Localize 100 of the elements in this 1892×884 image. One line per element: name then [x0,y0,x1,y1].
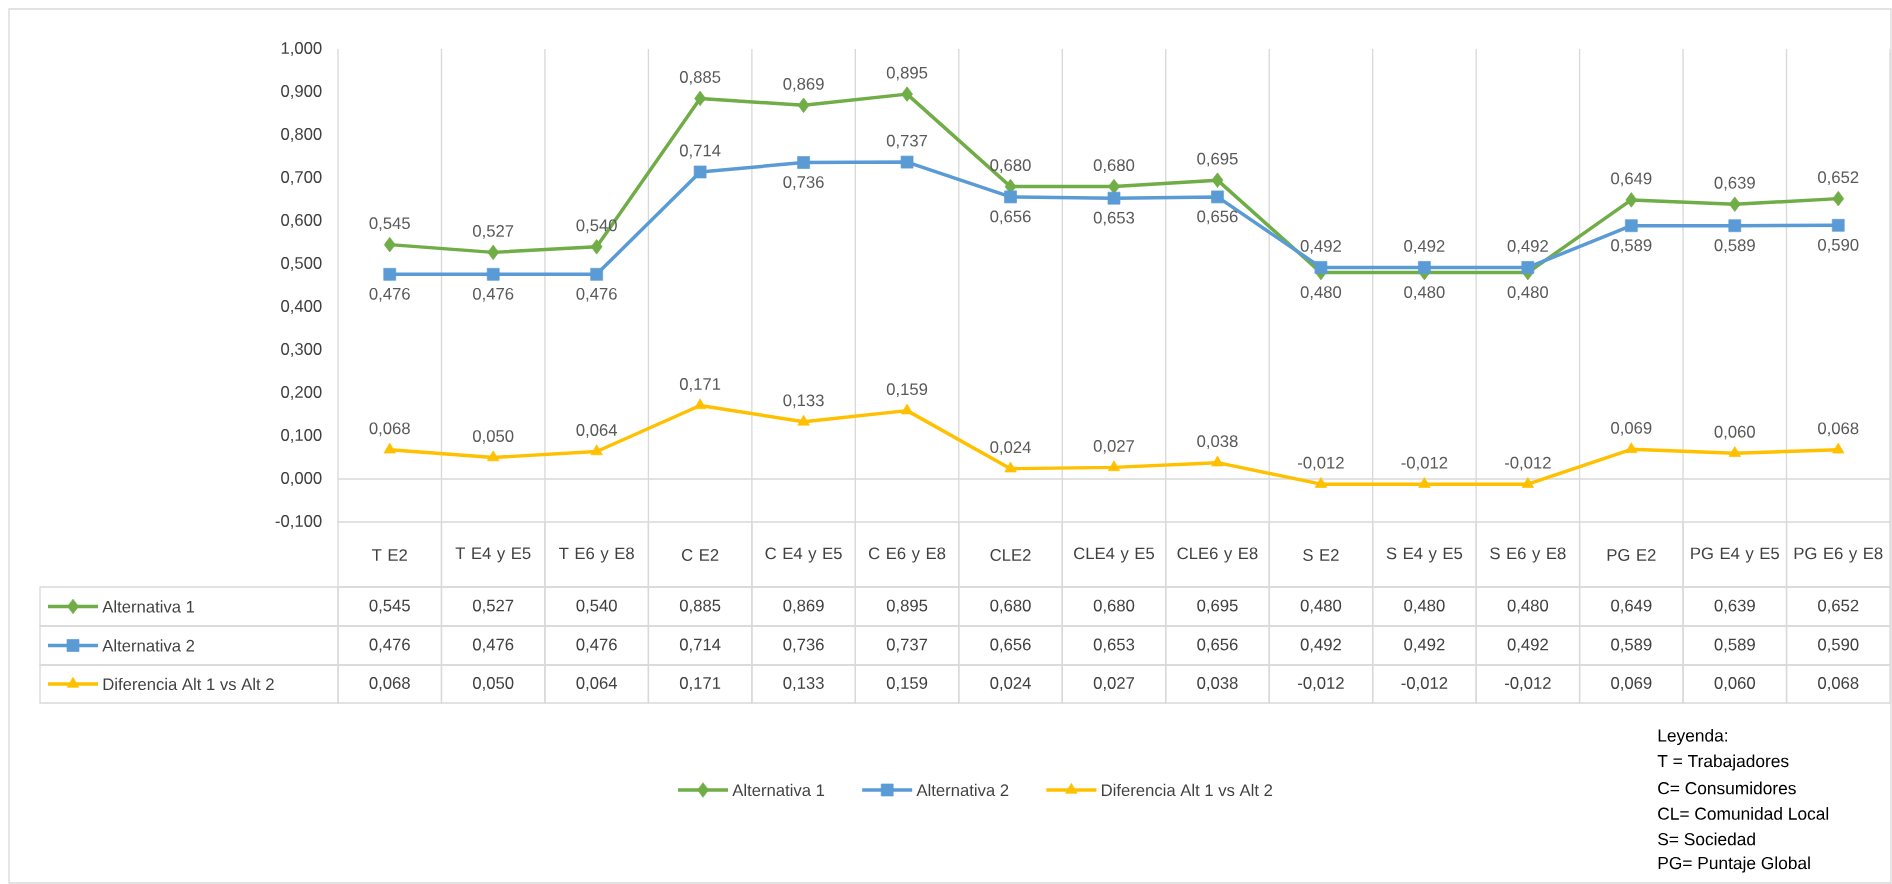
point [590,267,604,281]
point [1107,460,1121,472]
text: 0,652 [1818,171,1859,186]
point [1832,442,1845,454]
text: 0,069 [1611,421,1652,436]
text: 0,656 [990,210,1031,225]
point [1625,442,1638,453]
y-tick-label: -0,100 [275,515,322,529]
x-tick-label: CLE2 [990,549,1031,561]
data-label: 0,492 [1300,638,1341,653]
text: 0,480 [1507,286,1549,300]
data-label: 0,159 [886,677,928,691]
point [694,90,706,107]
text: 0,589 [1714,239,1755,254]
x-tick-label: T E2 [372,549,407,561]
point [1831,218,1845,232]
data-label: 0,895 [886,599,928,614]
point [1832,190,1845,207]
data-label: 0,680 [1093,599,1135,614]
point [797,156,810,169]
text: 0,737 [886,134,928,149]
x-tick-label: CLE6 y E8 [1177,547,1258,563]
text: 0,476 [473,287,514,302]
text: 0,545 [369,217,410,232]
point [693,165,707,179]
point [487,244,500,261]
text: 0,895 [886,66,928,81]
text: 0,050 [473,430,514,444]
x-tick-label: C E4 y E5 [765,547,842,563]
data-label: 0,069 [1611,677,1652,691]
text: -0,012 [1504,456,1551,471]
text: 0,068 [369,422,410,437]
legend-label: Alternativa 1 [102,600,195,613]
point [1108,178,1120,195]
text: 0,133 [783,394,824,409]
data-label: -0,012 [1504,677,1551,691]
y-tick-label: 0,200 [281,386,322,400]
point [1004,190,1017,204]
data-label: 0,492 [1404,638,1445,653]
data-label: 0,639 [1714,599,1755,614]
x-tick-label: PG E2 [1607,549,1656,561]
x-tick-label: S E2 [1303,549,1339,561]
point [1521,261,1535,274]
point [590,444,603,456]
text: 0,068 [1818,422,1859,437]
x-tick-label: T E4 y E5 [455,547,531,563]
point [1624,219,1638,233]
text: 0,064 [576,424,618,438]
legend-label: Diferencia Alt 1 vs Alt 2 [103,677,274,691]
text: 0,736 [783,176,824,190]
point [1107,191,1121,205]
text: CL= Comunidad Local [1658,807,1829,820]
data-label: -0,012 [1401,677,1448,691]
point [1728,446,1741,457]
text: 0,159 [886,383,928,398]
text: 0,476 [576,287,617,302]
text: -0,012 [1401,456,1448,471]
data-label: 0,652 [1818,599,1859,614]
text: 0,480 [1300,286,1342,300]
point [1211,455,1224,467]
point [1004,461,1017,473]
text: 0,656 [1197,210,1238,225]
x-tick-label: S E6 y E8 [1490,547,1566,563]
data-label: 0,068 [1818,677,1859,691]
data-label: -0,012 [1298,677,1344,691]
data-label: 0,050 [473,677,514,691]
text: 0,038 [1197,435,1238,450]
text: Alternativa 1 [732,783,825,797]
data-label: 0,649 [1611,599,1652,614]
text: Diferencia Alt 1 vs Alt 2 [1101,783,1273,797]
data-label: 0,480 [1404,599,1445,614]
text: 0,653 [1093,211,1135,226]
text: 0,885 [679,71,721,85]
data-label: 0,476 [473,638,514,653]
data-label: 0,653 [1093,638,1135,653]
y-tick-label: 0,800 [281,128,322,142]
point [383,442,396,454]
data-label: 0,714 [679,638,721,653]
text: 0,695 [1197,152,1238,167]
x-tick-label: C E6 y E8 [869,547,946,563]
point [1728,219,1742,233]
data-label: 0,736 [783,638,824,653]
point [383,267,397,281]
y-tick-label: 0,900 [281,85,322,99]
data-label: 0,133 [783,677,824,691]
point [1314,477,1328,488]
text: 0,649 [1611,172,1652,187]
point [1211,190,1224,204]
data-label: 0,589 [1714,638,1755,653]
data-label: 0,737 [886,638,928,653]
text: 0,492 [1404,240,1445,254]
text: PG= Puntaje Global [1658,856,1810,873]
data-label: 0,064 [576,677,618,691]
y-tick-label: 0,000 [281,472,322,486]
data-label: 0,656 [990,638,1031,653]
point [1314,261,1328,274]
text: 0,027 [1093,440,1134,454]
data-label: 0,171 [679,677,721,691]
text: 0,680 [990,159,1031,173]
data-label: 0,038 [1197,677,1238,691]
